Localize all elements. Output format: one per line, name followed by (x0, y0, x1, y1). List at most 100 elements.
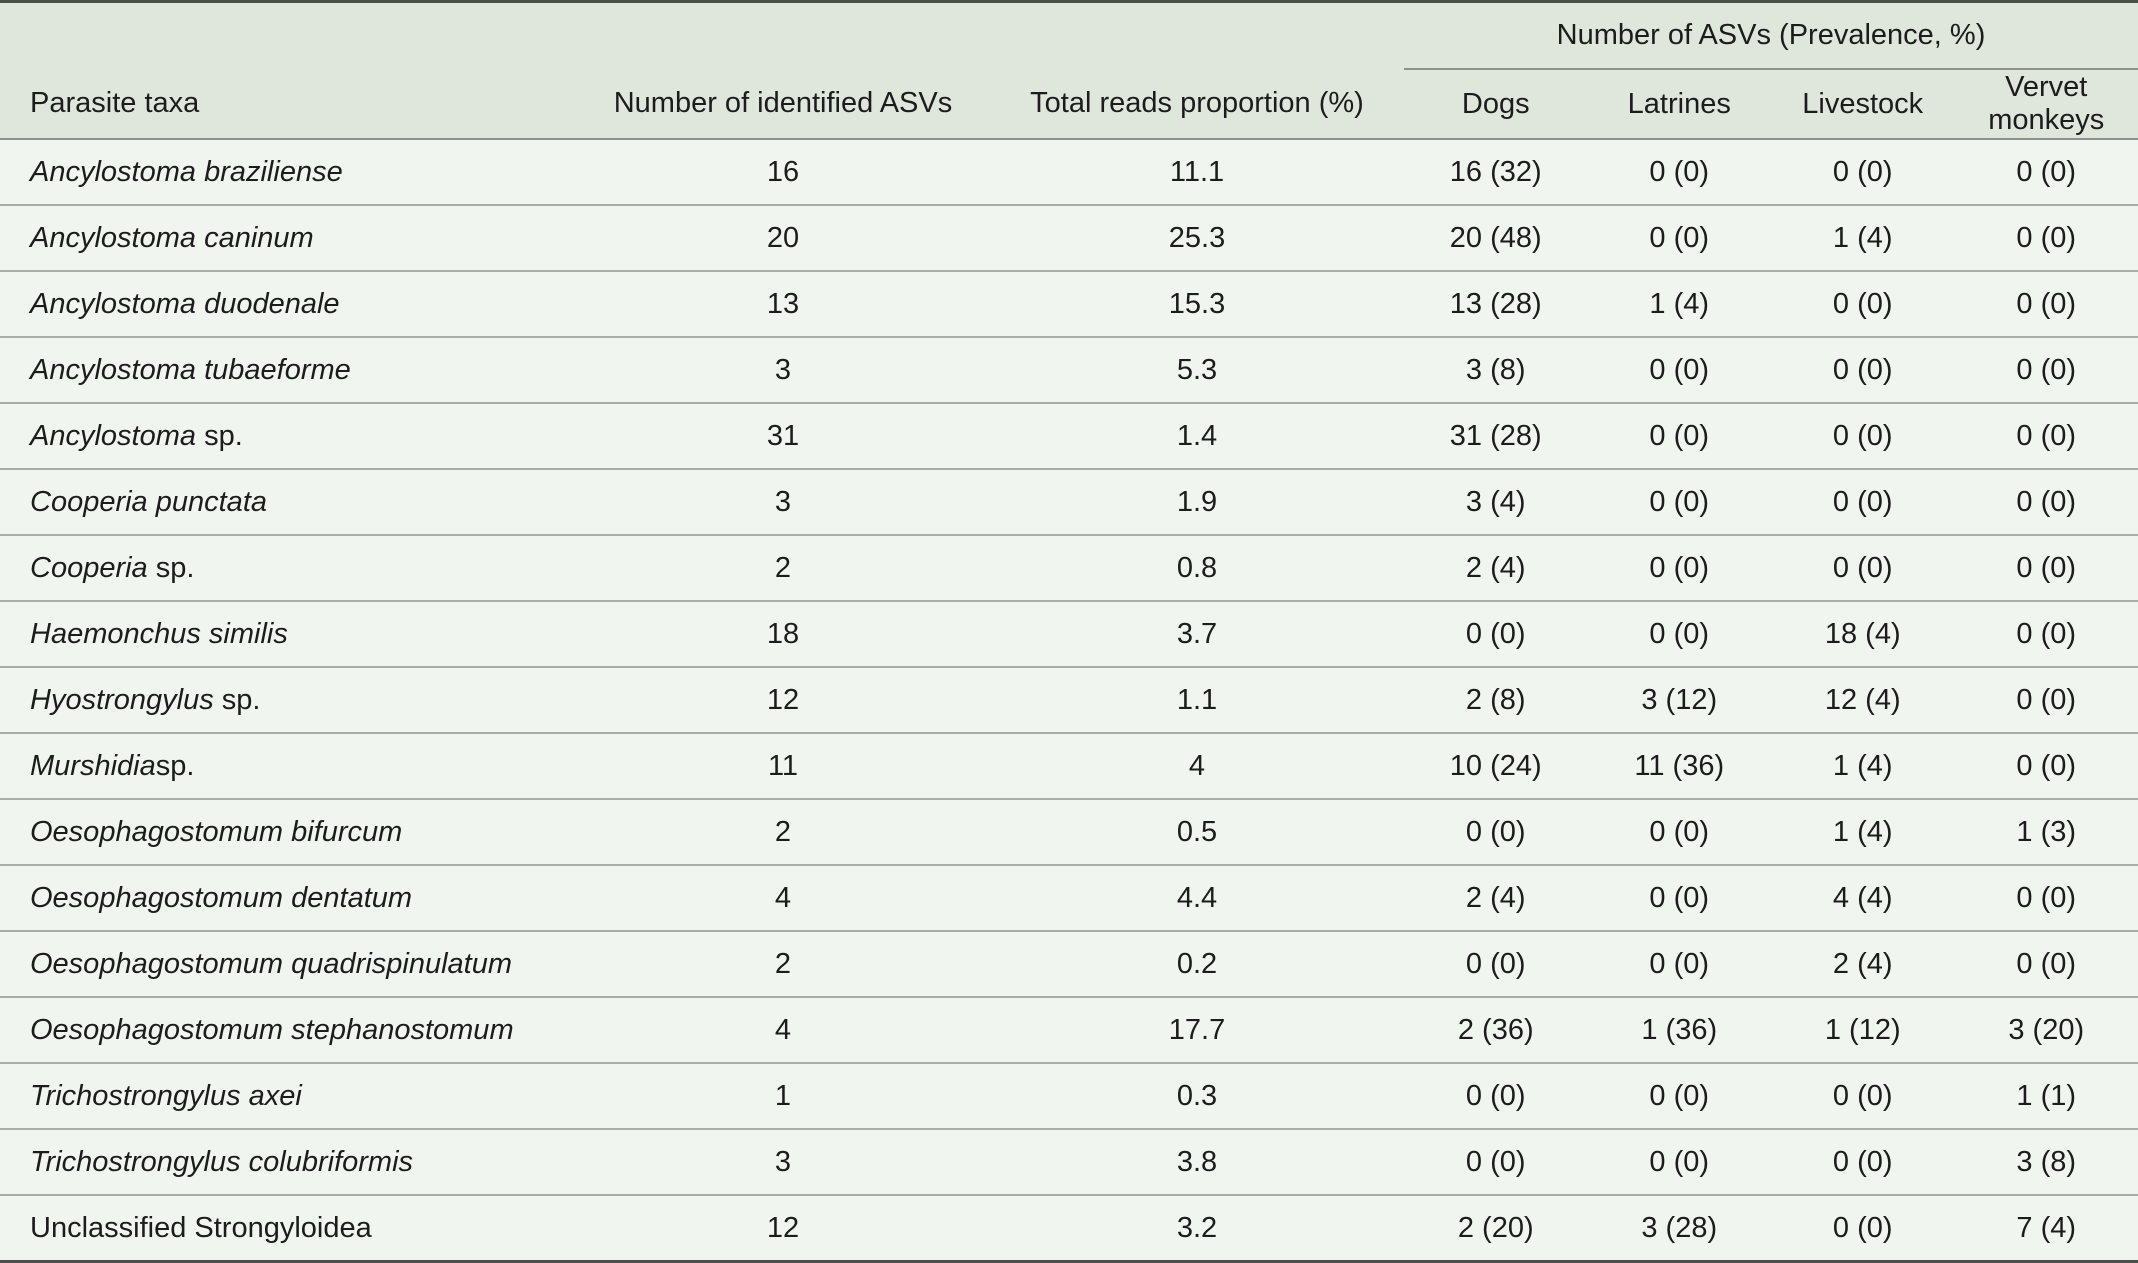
cell-dogs: 2 (4) (1404, 865, 1588, 931)
cell-livestock: 4 (4) (1771, 865, 1955, 931)
cell-identified-asvs: 4 (576, 997, 990, 1063)
cell-dogs: 0 (0) (1404, 931, 1588, 997)
cell-total-reads: 3.2 (990, 1195, 1404, 1262)
taxon-name: Ancylostoma caninum (30, 222, 314, 254)
taxon-name: Oesophagostomum dentatum (30, 882, 412, 914)
column-header-identified-asvs: Number of identified ASVs (576, 69, 990, 139)
cell-identified-asvs: 1 (576, 1063, 990, 1129)
cell-latrines: 0 (0) (1588, 1129, 1772, 1195)
cell-identified-asvs: 12 (576, 667, 990, 733)
cell-dogs: 2 (8) (1404, 667, 1588, 733)
cell-total-reads: 3.8 (990, 1129, 1404, 1195)
cell-parasite-taxa: Ancylostoma braziliense (0, 139, 576, 205)
cell-identified-asvs: 18 (576, 601, 990, 667)
cell-livestock: 0 (0) (1771, 1129, 1955, 1195)
cell-identified-asvs: 20 (576, 205, 990, 271)
cell-dogs: 10 (24) (1404, 733, 1588, 799)
column-header-vervet-monkeys: Vervet monkeys (1955, 69, 2138, 139)
cell-parasite-taxa: Unclassified Strongyloidea (0, 1195, 576, 1262)
header-spacer (990, 2, 1404, 70)
cell-parasite-taxa: Ancylostoma sp. (0, 403, 576, 469)
cell-identified-asvs: 2 (576, 931, 990, 997)
cell-parasite-taxa: Oesophagostomum bifurcum (0, 799, 576, 865)
column-header-livestock: Livestock (1771, 69, 1955, 139)
cell-total-reads: 0.8 (990, 535, 1404, 601)
taxon-name: Trichostrongylus colubriformis (30, 1146, 413, 1178)
cell-latrines: 0 (0) (1588, 931, 1772, 997)
cell-livestock: 12 (4) (1771, 667, 1955, 733)
taxon-suffix: sp. (196, 420, 243, 452)
taxon-suffix: sp. (156, 750, 195, 782)
cell-latrines: 1 (4) (1588, 271, 1772, 337)
cell-vervet-monkeys: 1 (3) (1955, 799, 2138, 865)
cell-parasite-taxa: Oesophagostomum quadrispinulatum (0, 931, 576, 997)
cell-total-reads: 15.3 (990, 271, 1404, 337)
taxon-name: Ancylostoma (30, 420, 196, 452)
cell-identified-asvs: 4 (576, 865, 990, 931)
cell-vervet-monkeys: 0 (0) (1955, 337, 2138, 403)
cell-total-reads: 0.2 (990, 931, 1404, 997)
cell-vervet-monkeys: 0 (0) (1955, 601, 2138, 667)
cell-dogs: 2 (20) (1404, 1195, 1588, 1262)
cell-latrines: 3 (28) (1588, 1195, 1772, 1262)
taxon-name: Cooperia (30, 552, 148, 584)
cell-latrines: 0 (0) (1588, 469, 1772, 535)
cell-identified-asvs: 11 (576, 733, 990, 799)
group-header-prevalence: Number of ASVs (Prevalence, %) (1404, 2, 2138, 70)
cell-vervet-monkeys: 3 (20) (1955, 997, 2138, 1063)
header-spacer (0, 2, 576, 70)
cell-dogs: 16 (32) (1404, 139, 1588, 205)
taxon-name: Oesophagostomum quadrispinulatum (30, 948, 512, 980)
cell-vervet-monkeys: 0 (0) (1955, 667, 2138, 733)
cell-vervet-monkeys: 0 (0) (1955, 733, 2138, 799)
header-row-columns: Parasite taxa Number of identified ASVs … (0, 69, 2138, 139)
cell-vervet-monkeys: 7 (4) (1955, 1195, 2138, 1262)
cell-parasite-taxa: Ancylostoma duodenale (0, 271, 576, 337)
cell-vervet-monkeys: 0 (0) (1955, 865, 2138, 931)
cell-dogs: 0 (0) (1404, 1129, 1588, 1195)
cell-latrines: 0 (0) (1588, 1063, 1772, 1129)
column-header-total-reads: Total reads proportion (%) (990, 69, 1404, 139)
cell-latrines: 0 (0) (1588, 337, 1772, 403)
cell-parasite-taxa: Cooperia punctata (0, 469, 576, 535)
cell-dogs: 13 (28) (1404, 271, 1588, 337)
cell-total-reads: 3.7 (990, 601, 1404, 667)
cell-dogs: 0 (0) (1404, 601, 1588, 667)
cell-dogs: 3 (4) (1404, 469, 1588, 535)
cell-identified-asvs: 3 (576, 337, 990, 403)
cell-dogs: 3 (8) (1404, 337, 1588, 403)
cell-livestock: 0 (0) (1771, 535, 1955, 601)
cell-parasite-taxa: Oesophagostomum stephanostomum (0, 997, 576, 1063)
cell-vervet-monkeys: 0 (0) (1955, 931, 2138, 997)
cell-livestock: 1 (12) (1771, 997, 1955, 1063)
cell-latrines: 11 (36) (1588, 733, 1772, 799)
cell-livestock: 0 (0) (1771, 337, 1955, 403)
cell-total-reads: 0.3 (990, 1063, 1404, 1129)
cell-vervet-monkeys: 0 (0) (1955, 403, 2138, 469)
cell-parasite-taxa: Ancylostoma tubaeforme (0, 337, 576, 403)
taxon-suffix: sp. (214, 684, 261, 716)
cell-vervet-monkeys: 0 (0) (1955, 205, 2138, 271)
cell-latrines: 3 (12) (1588, 667, 1772, 733)
cell-identified-asvs: 3 (576, 469, 990, 535)
cell-livestock: 0 (0) (1771, 271, 1955, 337)
cell-identified-asvs: 13 (576, 271, 990, 337)
cell-total-reads: 4 (990, 733, 1404, 799)
cell-latrines: 0 (0) (1588, 865, 1772, 931)
cell-livestock: 0 (0) (1771, 139, 1955, 205)
column-header-parasite-taxa: Parasite taxa (0, 69, 576, 139)
cell-vervet-monkeys: 0 (0) (1955, 139, 2138, 205)
cell-parasite-taxa: Trichostrongylus colubriformis (0, 1129, 576, 1195)
